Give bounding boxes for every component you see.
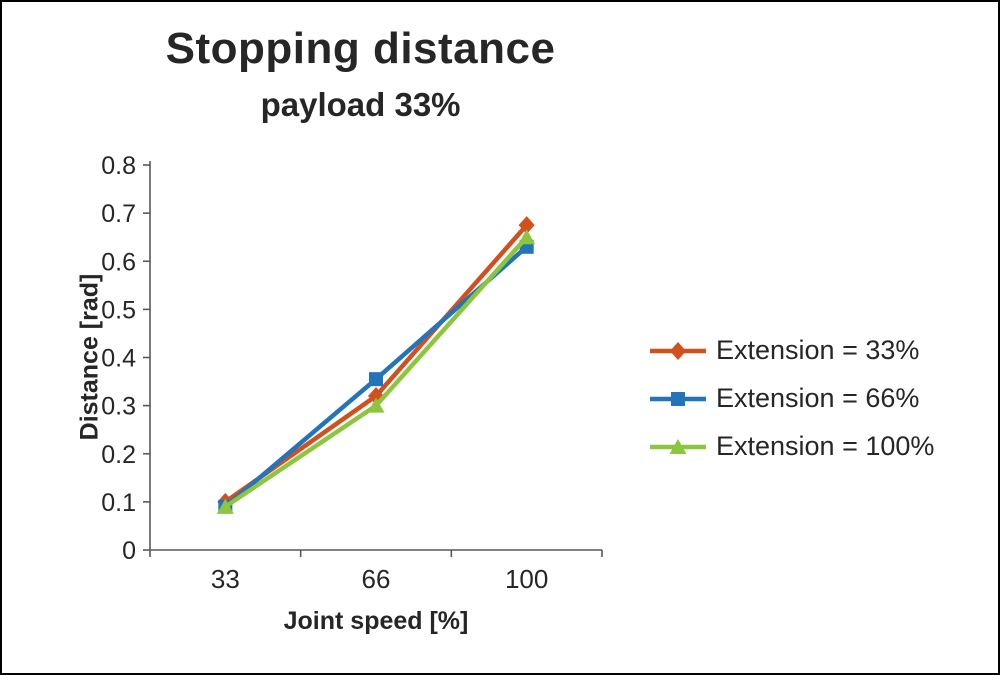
legend-key-swatch xyxy=(650,341,706,360)
y-tick-label: 0.5 xyxy=(101,296,136,324)
legend-label: Extension = 33% xyxy=(716,335,920,365)
x-tick-label: 66 xyxy=(362,564,391,594)
chart-subtitle: payload 33% xyxy=(260,86,461,123)
legend: Extension = 33% Extension = 66% Extension … xyxy=(650,335,934,462)
legend-label: Extension = 66% xyxy=(716,383,920,413)
legend-item-1: Extension = 66% xyxy=(650,383,934,414)
triangle-marker-icon xyxy=(367,397,385,413)
y-tick-label: 0.2 xyxy=(101,441,136,469)
y-tick-label: 0 xyxy=(122,537,136,565)
legend-key-swatch xyxy=(650,391,706,406)
y-tick-label: 0.8 xyxy=(101,152,136,180)
diamond-marker-icon xyxy=(518,216,535,235)
y-tick-label: 0.7 xyxy=(101,200,136,228)
x-tick-label: 100 xyxy=(505,564,548,594)
legend-item-2: Extension = 100% xyxy=(650,431,934,462)
y-tick-label: 0.4 xyxy=(101,345,136,373)
legend-label: Extension = 100% xyxy=(716,431,935,461)
diamond-marker-icon xyxy=(670,341,686,360)
triangle-marker-icon xyxy=(669,438,687,454)
chart-title: Stopping distance xyxy=(165,24,556,73)
y-tick-label: 0.6 xyxy=(101,248,136,276)
square-marker-icon xyxy=(369,372,383,387)
x-axis-title: Joint speed [%] xyxy=(283,607,469,635)
series-line-0 xyxy=(223,222,529,505)
y-axis-title: Distance [rad] xyxy=(75,273,104,441)
legend-key-swatch xyxy=(650,438,706,454)
y-tick-label: 0.3 xyxy=(101,393,136,421)
legend-item-0: Extension = 33% xyxy=(650,335,934,366)
triangle-marker-icon xyxy=(216,498,234,514)
triangle-marker-icon xyxy=(518,229,536,245)
x-tick-label: 33 xyxy=(211,564,240,594)
y-tick-label: 0.1 xyxy=(101,489,136,517)
square-marker-icon xyxy=(671,391,685,406)
